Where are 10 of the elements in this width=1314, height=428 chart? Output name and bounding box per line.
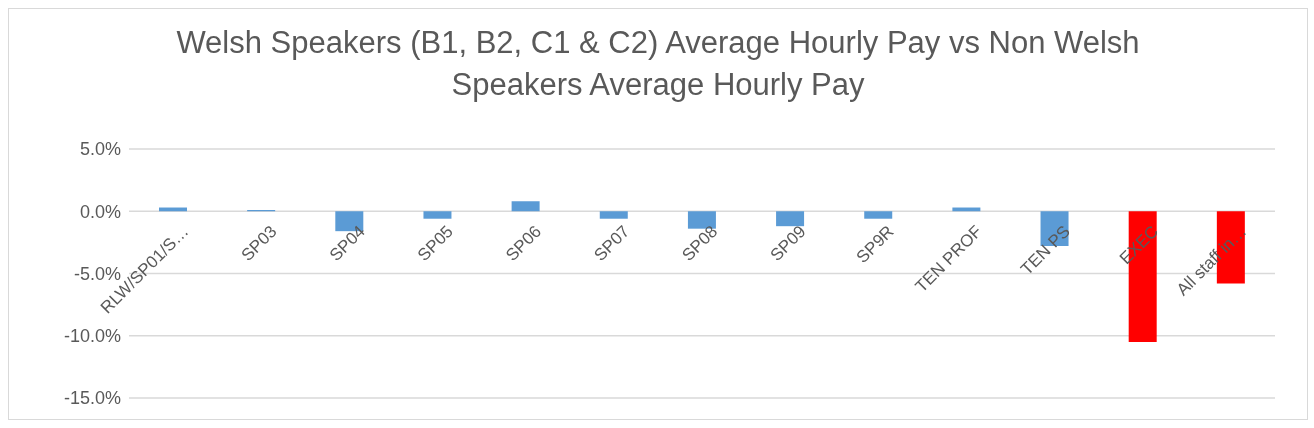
- bar: [776, 211, 805, 227]
- y-tick-label: -15.0%: [63, 388, 121, 409]
- y-tick-label: -10.0%: [63, 326, 121, 347]
- bar: [423, 211, 452, 219]
- y-tick-label: 0.0%: [79, 201, 121, 222]
- chart-title: Welsh Speakers (B1, B2, C1 & C2) Average Hourly Pay vs Non Welsh Speakers Average Hourly Pay: [175, 24, 1141, 104]
- y-tick-label: 5.0%: [79, 139, 121, 160]
- bar: [864, 211, 893, 219]
- bar: [599, 211, 628, 219]
- bar: [511, 201, 540, 212]
